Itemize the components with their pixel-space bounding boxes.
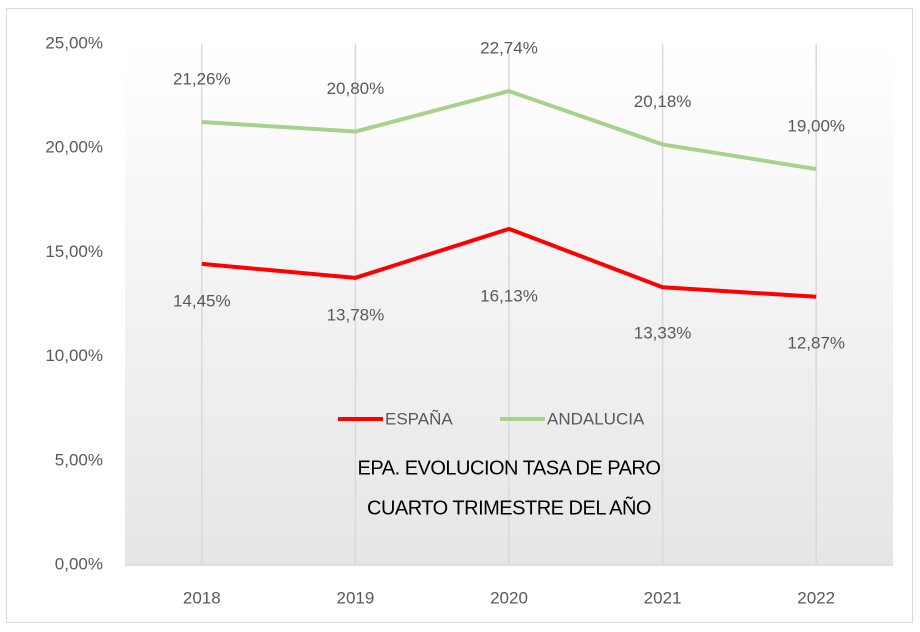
data-label: 12,87% <box>787 333 845 352</box>
x-tick-label: 2019 <box>336 588 374 607</box>
series-line <box>201 89 817 172</box>
chart-title: EPA. EVOLUCION TASA DE PARO <box>358 457 661 479</box>
data-label: 20,80% <box>327 79 385 98</box>
y-tick-label: 20,00% <box>45 138 103 157</box>
data-label: 22,74% <box>480 39 538 58</box>
data-label: 13,78% <box>327 305 385 324</box>
data-label: 13,33% <box>634 324 692 343</box>
y-tick-label: 5,00% <box>55 450 103 469</box>
y-tick-label: 25,00% <box>45 33 103 52</box>
y-tick-label: 15,00% <box>45 242 103 261</box>
series-line <box>201 226 817 299</box>
chart-subtitle: CUARTO TRIMESTRE DEL AÑO <box>367 495 651 519</box>
legend-label: ANDALUCIA <box>547 409 645 428</box>
data-label: 16,13% <box>480 286 538 305</box>
x-tick-label: 2021 <box>644 588 682 607</box>
legend-label: ESPAÑA <box>385 409 453 428</box>
x-tick-label: 2018 <box>183 588 221 607</box>
x-tick-label: 2020 <box>490 588 528 607</box>
data-label: 19,00% <box>787 117 845 136</box>
x-tick-label: 2022 <box>797 588 835 607</box>
data-label: 21,26% <box>173 69 231 88</box>
y-tick-label: 10,00% <box>45 346 103 365</box>
data-label: 20,18% <box>634 92 692 111</box>
y-tick-label: 0,00% <box>55 554 103 573</box>
data-label: 14,45% <box>173 291 231 310</box>
